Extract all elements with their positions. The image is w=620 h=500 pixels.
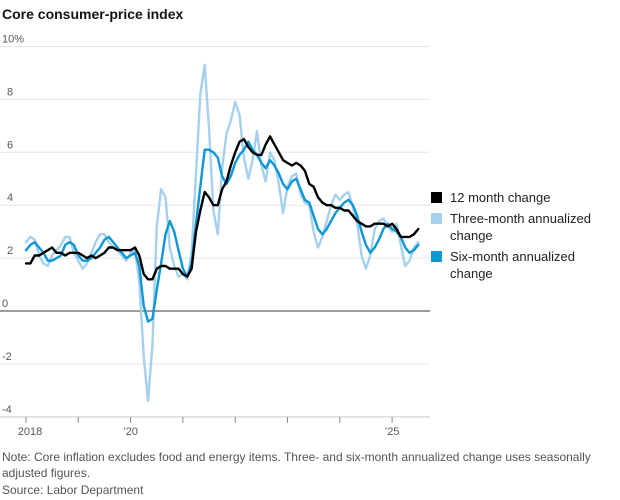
- series-line-12-month-change: [24, 135, 420, 281]
- legend-swatch-12-month: [431, 192, 442, 203]
- y-axis-label--2: -2: [2, 351, 12, 363]
- legend-item-three-month: Three-month annualized change: [431, 210, 617, 244]
- legend-item-12-month: 12 month change: [431, 189, 617, 206]
- legend-swatch-three-month: [431, 213, 442, 224]
- series-line-six-month-annualized-change: [24, 140, 420, 323]
- source-line: Source: Labor Department: [2, 483, 144, 497]
- footnote: Note: Core inflation excludes food and e…: [2, 450, 591, 480]
- y-axis-label-6: 6: [7, 139, 13, 151]
- core-cpi-chart: 10% 8 6 4 2 0 -2 -4 2018 ’20 ’25: [0, 34, 430, 438]
- y-axis-label-0: 0: [2, 298, 8, 310]
- legend-label-12-month: 12 month change: [450, 190, 551, 205]
- x-axis-label-2025: ’25: [385, 426, 400, 438]
- y-axis-label-2: 2: [7, 245, 13, 257]
- y-axis-label-8: 8: [7, 86, 13, 98]
- legend-label-six-month: Six-month annualized change: [450, 249, 576, 281]
- legend-item-six-month: Six-month annualized change: [431, 248, 617, 282]
- y-axis-label--4: -4: [2, 404, 12, 416]
- x-axis-label-2018: 2018: [18, 426, 42, 438]
- y-axis-label-4: 4: [7, 192, 13, 204]
- x-axis-label-2020: ’20: [123, 426, 138, 438]
- chart-title: Core consumer-price index: [2, 6, 184, 22]
- chart-legend: 12 month change Three-month annualized c…: [431, 189, 617, 286]
- legend-swatch-six-month: [431, 251, 442, 262]
- series-line-three-month-annualized-change: [24, 63, 420, 403]
- y-axis-label-10: 10%: [2, 34, 24, 46]
- legend-label-three-month: Three-month annualized change: [450, 211, 591, 243]
